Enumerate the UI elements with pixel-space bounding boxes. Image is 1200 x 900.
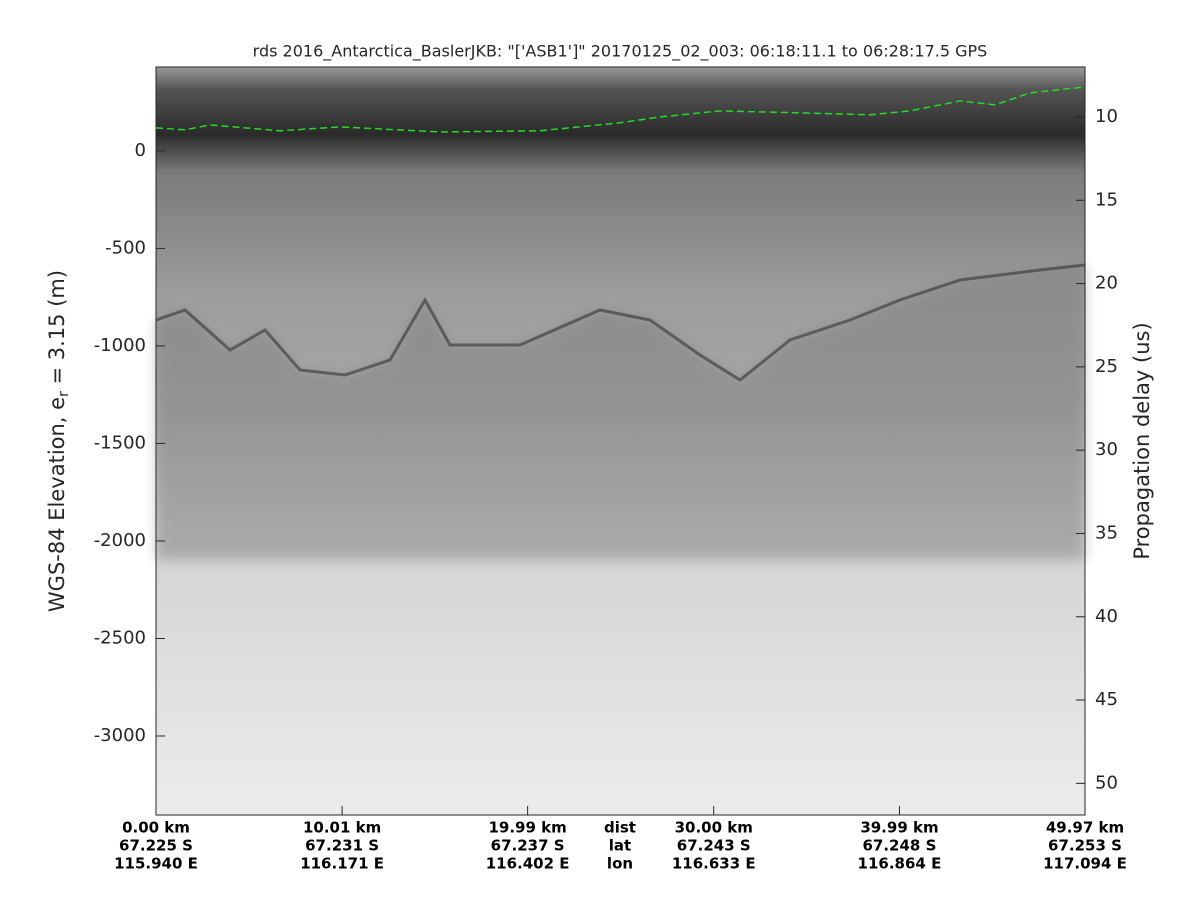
- lat-label: 67.237 S: [491, 837, 565, 855]
- y-tick-label: 0: [135, 140, 146, 161]
- lon-label: 115.940 E: [114, 855, 198, 873]
- x-tick-label: 10.01 km: [303, 819, 381, 837]
- lat-label: 67.225 S: [119, 837, 193, 855]
- row-label: lat: [609, 837, 631, 855]
- x-tick-label: 0.00 km: [122, 819, 190, 837]
- lat-label: 67.231 S: [305, 837, 379, 855]
- lat-label: 67.248 S: [862, 837, 936, 855]
- y2-tick-label: 50: [1095, 772, 1118, 793]
- y-tick-label: -1000: [94, 335, 146, 356]
- x-tick-label: 30.00 km: [675, 819, 753, 837]
- lon-label: 116.171 E: [300, 855, 384, 873]
- y2-axis-label: Propagation delay (us): [1130, 322, 1154, 559]
- y2-tick-label: 35: [1095, 522, 1118, 543]
- lat-label: 67.253 S: [1048, 837, 1122, 855]
- y-label-main: WGS-84 Elevation, e: [45, 397, 69, 612]
- y2-tick-label: 30: [1095, 439, 1118, 460]
- y-label-sub: r: [56, 391, 72, 397]
- lat-label: 67.243 S: [677, 837, 751, 855]
- bed-reflection: [155, 263, 1086, 382]
- y-label-end: = 3.15 (m): [45, 270, 69, 391]
- y-tick-label: -1500: [94, 432, 146, 453]
- y-tick-label: -3000: [94, 725, 146, 746]
- y-axis-label: WGS-84 Elevation, er = 3.15 (m): [45, 270, 72, 612]
- surface-line: [155, 86, 1086, 133]
- row-label: lon: [607, 855, 633, 873]
- lon-label: 116.402 E: [486, 855, 570, 873]
- y2-tick-label: 45: [1095, 689, 1118, 710]
- y2-tick-label: 15: [1095, 189, 1118, 210]
- y-tick-label: -2500: [94, 627, 146, 648]
- lon-label: 116.864 E: [858, 855, 942, 873]
- y2-tick-label: 40: [1095, 606, 1118, 627]
- bed-texture: [156, 265, 1085, 560]
- y-tick-label: -2000: [94, 530, 146, 551]
- lon-label: 117.094 E: [1043, 855, 1127, 873]
- x-tick-label: 49.97 km: [1046, 819, 1124, 837]
- row-label: dist: [604, 819, 636, 837]
- x-tick-label: 19.99 km: [488, 819, 566, 837]
- chart-title: rds 2016_Antarctica_BaslerJKB: "['ASB1']…: [253, 42, 988, 62]
- y-tick-label: -500: [105, 237, 146, 258]
- plot-frame: [155, 66, 1086, 816]
- x-tick-label: 39.99 km: [860, 819, 938, 837]
- y2-tick-label: 25: [1095, 356, 1118, 377]
- y2-tick-label: 20: [1095, 273, 1118, 294]
- lon-label: 116.633 E: [672, 855, 756, 873]
- y2-tick-label: 10: [1095, 106, 1118, 127]
